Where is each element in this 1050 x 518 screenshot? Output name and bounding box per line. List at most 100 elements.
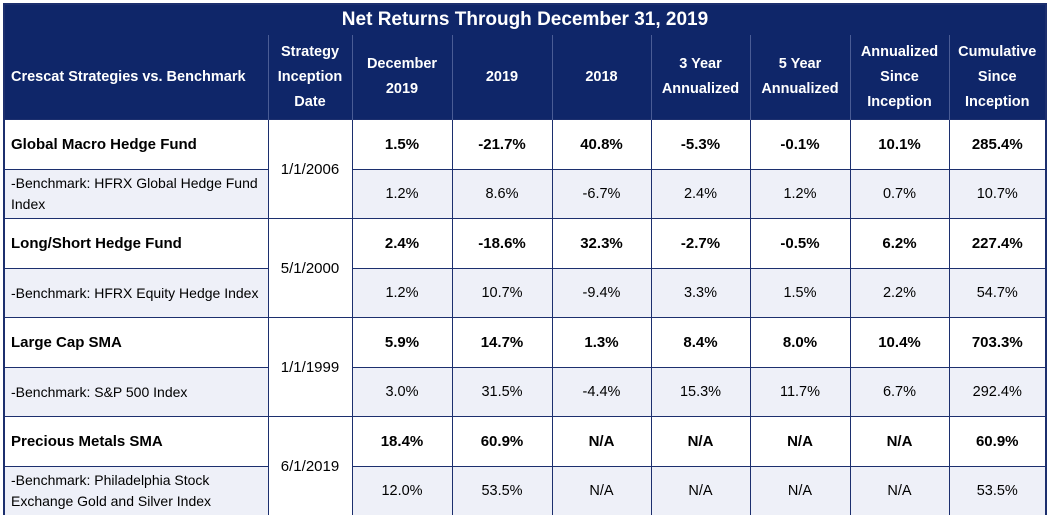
- cell-2018: N/A: [551, 416, 651, 467]
- cell-cumulative-since: 285.4%: [948, 119, 1045, 170]
- returns-table-panel: Net Returns Through December 31, 2019 Cr…: [3, 3, 1047, 515]
- cell-dec2019: 1.5%: [351, 119, 452, 170]
- cell-3yr: 15.3%: [650, 367, 750, 417]
- cell-2019: -18.6%: [451, 218, 552, 269]
- cell-2019: -21.7%: [451, 119, 552, 170]
- cell-dec2019: 1.2%: [351, 169, 452, 219]
- cell-annualized-since: 10.4%: [849, 317, 949, 368]
- fund-name: Long/Short Hedge Fund: [5, 218, 268, 269]
- col-header-3yr: 3 Year Annualized: [650, 35, 750, 120]
- cell-2019: 60.9%: [451, 416, 552, 467]
- cell-cumulative-since: 703.3%: [948, 317, 1045, 368]
- table-row: Global Macro Hedge Fund 1/1/2006 1.5% -2…: [5, 119, 1045, 219]
- table-row: Precious Metals SMA 6/1/2019 18.4% 60.9%…: [5, 416, 1045, 515]
- cell-dec2019: 2.4%: [351, 218, 452, 269]
- cell-cumulative-since: 292.4%: [948, 367, 1045, 417]
- header-line: Annualized: [761, 81, 839, 97]
- header-line: December: [366, 56, 438, 72]
- cell-5yr: 11.7%: [749, 367, 850, 417]
- cell-annualized-since: N/A: [849, 416, 949, 467]
- header-line: 3 Year: [679, 56, 722, 72]
- cell-5yr: N/A: [749, 416, 850, 467]
- header-line: Date: [294, 93, 326, 110]
- header-line: 5 Year: [778, 56, 822, 72]
- col-header-5yr: 5 Year Annualized: [749, 35, 850, 120]
- table-row: -Benchmark: S&P 500 Index 3.0% 31.5% -4.…: [5, 367, 1045, 417]
- cell-2018: -9.4%: [551, 268, 651, 318]
- cell-cumulative-since: 227.4%: [948, 218, 1045, 269]
- table-title: Net Returns Through December 31, 2019: [5, 5, 1045, 35]
- cell-2018: -6.7%: [551, 169, 651, 219]
- header-line: Inception: [277, 68, 343, 85]
- benchmark-name: -Benchmark: HFRX Equity Hedge Index: [5, 268, 268, 318]
- header-line: Inception: [965, 93, 1030, 110]
- cell-annualized-since: 6.7%: [849, 367, 949, 417]
- cell-annualized-since: 0.7%: [849, 169, 949, 219]
- returns-table: Crescat Strategies vs. Benchmark Strateg…: [5, 35, 1045, 515]
- cell-2019: 8.6%: [451, 169, 552, 219]
- benchmark-line: Exchange Gold and Silver Index: [11, 493, 212, 509]
- cell-annualized-since: 6.2%: [849, 218, 949, 269]
- cell-dec2019: 5.9%: [351, 317, 452, 368]
- cell-2019: 14.7%: [451, 317, 552, 368]
- cell-dec2019: 1.2%: [351, 268, 452, 318]
- header-line: Since: [977, 68, 1017, 85]
- cell-2019: 31.5%: [451, 367, 552, 417]
- cell-5yr: N/A: [749, 466, 850, 515]
- fund-name: Precious Metals SMA: [5, 416, 268, 467]
- header-line: Annualized: [860, 43, 939, 60]
- benchmark-line: -Benchmark: S&P 500 Index: [11, 383, 188, 400]
- cell-2018: N/A: [551, 466, 651, 515]
- cell-3yr: -5.3%: [650, 119, 750, 170]
- benchmark-name: -Benchmark: S&P 500 Index: [5, 367, 268, 417]
- col-header-strategy: Crescat Strategies vs. Benchmark: [5, 35, 268, 120]
- inception-date: 6/1/2019: [267, 416, 352, 515]
- cell-3yr: N/A: [650, 416, 750, 467]
- inception-date: 1/1/1999: [267, 317, 352, 417]
- cell-dec2019: 18.4%: [351, 416, 452, 467]
- cell-cumulative-since: 60.9%: [948, 416, 1045, 467]
- benchmark-line: Index: [11, 196, 46, 212]
- fund-name: Large Cap SMA: [5, 317, 268, 368]
- cell-dec2019: 12.0%: [351, 466, 452, 515]
- header-line: Strategy: [280, 43, 340, 60]
- table-row: -Benchmark: Philadelphia Stock Exchange …: [5, 466, 1045, 515]
- benchmark-line: -Benchmark: HFRX Global Hedge Fund: [11, 175, 258, 191]
- col-header-cumulative-since: Cumulative Since Inception: [948, 35, 1045, 120]
- col-header-2019: 2019: [451, 35, 552, 120]
- inception-date: 5/1/2000: [267, 218, 352, 318]
- cell-3yr: 8.4%: [650, 317, 750, 368]
- cell-annualized-since: 2.2%: [849, 268, 949, 318]
- benchmark-name: -Benchmark: Philadelphia Stock Exchange …: [5, 466, 268, 515]
- cell-3yr: N/A: [650, 466, 750, 515]
- table-row: Large Cap SMA 1/1/1999 5.9% 14.7% 1.3% 8…: [5, 317, 1045, 417]
- cell-5yr: 8.0%: [749, 317, 850, 368]
- cell-5yr: -0.5%: [749, 218, 850, 269]
- cell-2018: 40.8%: [551, 119, 651, 170]
- header-line: Annualized: [661, 81, 740, 97]
- cell-2018: -4.4%: [551, 367, 651, 417]
- header-line: 2019: [385, 81, 419, 97]
- col-header-2018: 2018: [551, 35, 651, 120]
- col-header-inception: Strategy Inception Date: [267, 35, 352, 120]
- cell-5yr: -0.1%: [749, 119, 850, 170]
- cell-5yr: 1.2%: [749, 169, 850, 219]
- table-row: -Benchmark: HFRX Equity Hedge Index 1.2%…: [5, 268, 1045, 318]
- cell-cumulative-since: 53.5%: [948, 466, 1045, 515]
- cell-2018: 1.3%: [551, 317, 651, 368]
- header-row: Crescat Strategies vs. Benchmark Strateg…: [5, 35, 1045, 120]
- cell-annualized-since: 10.1%: [849, 119, 949, 170]
- cell-5yr: 1.5%: [749, 268, 850, 318]
- cell-dec2019: 3.0%: [351, 367, 452, 417]
- benchmark-line: -Benchmark: HFRX Equity Hedge Index: [11, 284, 259, 301]
- cell-2019: 10.7%: [451, 268, 552, 318]
- table-row: Long/Short Hedge Fund 5/1/2000 2.4% -18.…: [5, 218, 1045, 318]
- cell-annualized-since: N/A: [849, 466, 949, 515]
- cell-2018: 32.3%: [551, 218, 651, 269]
- table-row: -Benchmark: HFRX Global Hedge Fund Index…: [5, 169, 1045, 219]
- cell-3yr: 2.4%: [650, 169, 750, 219]
- col-header-dec2019: December 2019: [351, 35, 452, 120]
- benchmark-line: -Benchmark: Philadelphia Stock: [11, 472, 210, 488]
- col-header-annualized-since: Annualized Since Inception: [849, 35, 949, 120]
- cell-2019: 53.5%: [451, 466, 552, 515]
